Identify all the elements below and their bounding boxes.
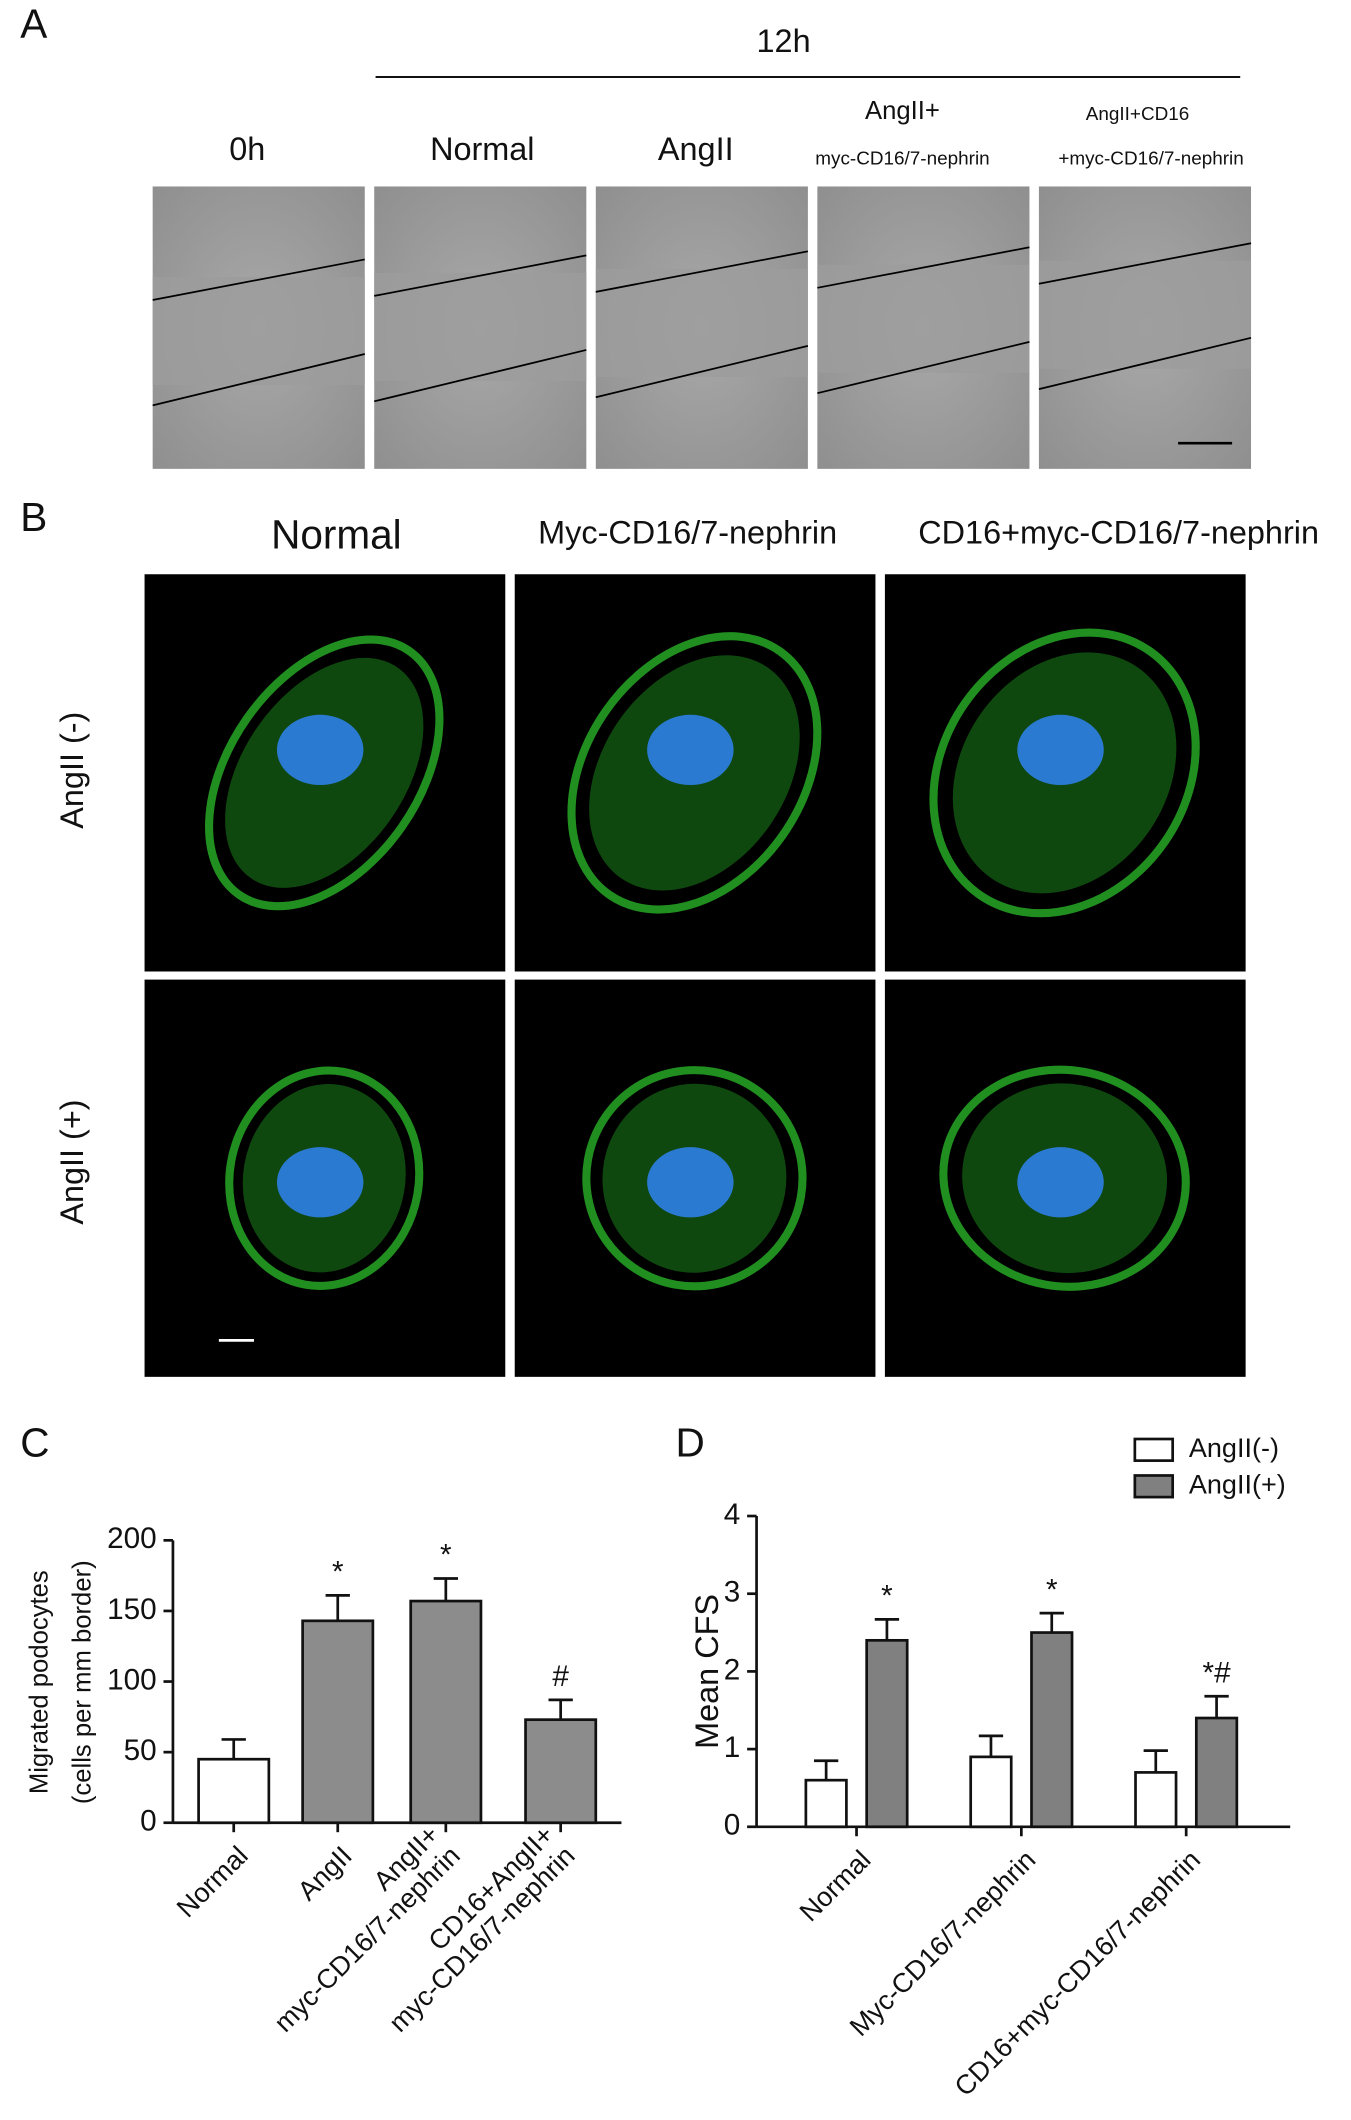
significance-marker: *: [881, 1580, 893, 1613]
bar: [301, 1619, 375, 1825]
y-tick-label: 2: [724, 1653, 741, 1686]
actin: [582, 1066, 807, 1291]
y-axis-label: Migrated podocytes: [25, 1570, 53, 1794]
actin: [567, 632, 822, 914]
wound-gap: [1038, 260, 1252, 369]
y-tick-label: 0: [140, 1805, 157, 1838]
legend-swatch: [1133, 1474, 1175, 1499]
x-tick-label: Normal: [171, 1841, 254, 1924]
error-bar: [1143, 1749, 1168, 1773]
nucleus: [1017, 714, 1104, 786]
wound-gap: [595, 268, 808, 377]
panel-label: D: [676, 1419, 705, 1465]
x-tick-label: Normal: [794, 1845, 877, 1928]
significance-marker: #: [552, 1660, 569, 1693]
column-label: AngII+: [865, 97, 940, 125]
wound-images: [152, 186, 1252, 469]
error-bar: [221, 1738, 246, 1760]
y-tick-label: 100: [107, 1663, 157, 1696]
legend-label: AngII(-): [1189, 1433, 1279, 1463]
column-label: Normal: [430, 131, 534, 167]
wound-edge: [1038, 242, 1252, 285]
column-label: +myc-CD16/7-nephrin: [1058, 148, 1243, 169]
panel-label: C: [20, 1419, 49, 1465]
nucleus: [1017, 1147, 1104, 1218]
panel-label: B: [20, 494, 47, 540]
bar: [409, 1599, 483, 1825]
y-tick-label: 150: [107, 1593, 157, 1626]
bar: [865, 1638, 909, 1829]
y-tick-label: 0: [724, 1809, 741, 1842]
error-bar: [548, 1698, 573, 1720]
column-label: 0h: [229, 131, 265, 167]
column-label: Myc-CD16/7-nephrin: [538, 515, 837, 551]
y-tick-label: 3: [724, 1576, 741, 1609]
error-bar: [978, 1734, 1004, 1757]
fluorescence-images: [144, 574, 1246, 1377]
actin: [929, 628, 1200, 918]
column-label: myc-CD16/7-nephrin: [815, 148, 989, 169]
column-label: AngII: [658, 131, 734, 167]
bar: [969, 1755, 1013, 1829]
actin: [939, 1065, 1190, 1291]
actin: [205, 635, 444, 911]
wound-edge: [817, 246, 1030, 289]
error-bar: [433, 1577, 458, 1602]
significance-marker: *: [1046, 1573, 1058, 1606]
nucleus: [276, 714, 364, 786]
nucleus: [276, 1147, 364, 1218]
wound-edge: [595, 345, 809, 399]
wound-edge: [817, 340, 1030, 395]
row-label: AngII (+): [54, 1099, 90, 1224]
y-axis-label: Mean CFS: [689, 1594, 725, 1749]
x-tick-label: Myc-CD16/7-nephrin: [844, 1845, 1041, 2042]
y-tick-label: 4: [724, 1498, 741, 1531]
error-bar: [1204, 1694, 1229, 1719]
significance-marker: *#: [1203, 1656, 1232, 1689]
time-label: 12h: [757, 23, 811, 59]
y-axis-label: (cells per mm border): [69, 1560, 97, 1804]
error-bar: [1039, 1611, 1064, 1633]
charts: C Migrated podocytes (cells per mm border)…: [20, 1419, 1291, 2102]
legend-label: AngII(+): [1189, 1469, 1286, 1499]
wound-edge: [374, 254, 587, 297]
nucleus: [647, 1147, 734, 1218]
wound-edge: [152, 258, 365, 301]
error-bar: [325, 1594, 350, 1621]
column-label: AngII+CD16: [1086, 104, 1190, 125]
column-label: CD16+myc-CD16/7-nephrin: [918, 515, 1319, 551]
row-label: AngII (-): [54, 712, 90, 829]
y-tick-label: 1: [724, 1731, 741, 1764]
wound-gap: [817, 264, 1030, 373]
bar: [1194, 1716, 1239, 1829]
bar: [524, 1718, 598, 1825]
significance-marker: *: [332, 1556, 344, 1589]
panel-label: A: [20, 1, 47, 47]
column-label: Normal: [271, 511, 402, 557]
wound-gap: [152, 276, 365, 386]
bar: [1134, 1771, 1178, 1829]
wound-edge: [374, 349, 587, 403]
actin: [225, 1066, 424, 1290]
y-tick-label: 50: [124, 1734, 157, 1767]
error-bar: [813, 1759, 839, 1781]
significance-marker: *: [440, 1539, 452, 1572]
bar: [804, 1778, 848, 1829]
bar: [197, 1757, 271, 1825]
wound-edge: [152, 353, 365, 407]
legend-swatch: [1133, 1437, 1175, 1462]
wound-edge: [1038, 336, 1252, 390]
wound-gap: [374, 272, 587, 382]
wound-edge: [595, 250, 809, 293]
nucleus: [647, 714, 734, 786]
x-tick-label: AngII: [292, 1841, 358, 1907]
y-tick-label: 200: [107, 1522, 157, 1555]
bar: [1030, 1631, 1074, 1829]
error-bar: [874, 1617, 900, 1641]
